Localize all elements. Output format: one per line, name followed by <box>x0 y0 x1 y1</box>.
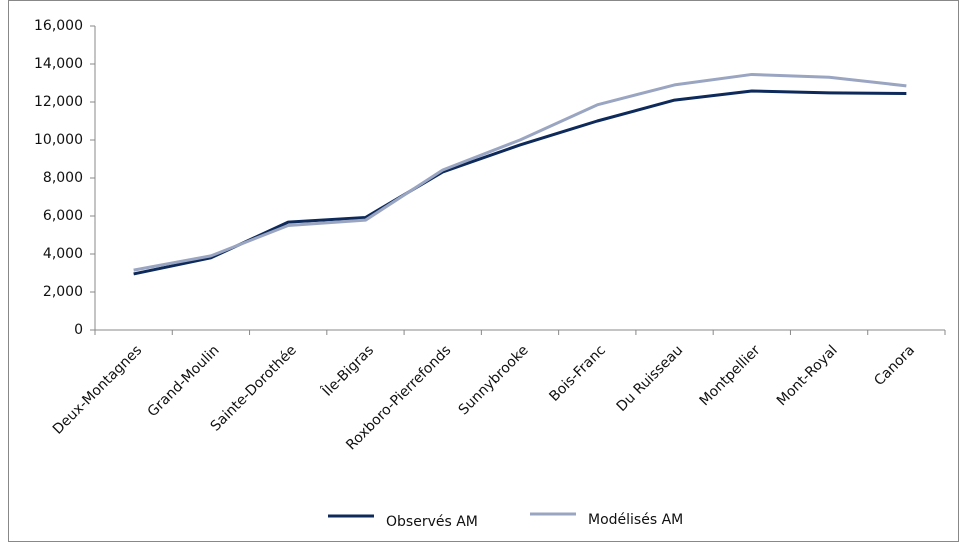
chart-frame <box>8 0 959 542</box>
y-tick-label: 2,000 <box>43 284 83 300</box>
series-line <box>133 89 907 276</box>
y-tick-label: 10,000 <box>34 132 83 148</box>
y-tick-label: 6,000 <box>43 208 83 224</box>
x-tick-label: Sainte-Dorothée <box>208 342 300 434</box>
y-tick-label: 4,000 <box>43 246 83 262</box>
x-tick-label: Montpellier <box>697 342 764 409</box>
series-line <box>133 72 907 272</box>
x-tick-label: Du Ruisseau <box>614 342 687 415</box>
y-tick-label: 8,000 <box>43 170 83 186</box>
x-tick-label: Sunnybrooke <box>456 342 532 418</box>
legend-label: Modélisés AM <box>588 512 683 528</box>
legend-label: Observés AM <box>386 514 478 530</box>
y-tick-label: 14,000 <box>34 56 83 72</box>
x-tick-label: Bois-Franc <box>546 342 608 404</box>
y-tick-label: 16,000 <box>34 18 83 34</box>
x-tick-label: Canora <box>871 342 918 389</box>
x-tick-label: Grand-Moulin <box>145 342 223 420</box>
x-tick-label: Mont-Royal <box>774 342 841 409</box>
x-tick-label: Deux-Montagnes <box>50 342 145 437</box>
x-tick-label: Île-Bigras <box>318 341 378 401</box>
y-tick-label: 12,000 <box>34 94 83 110</box>
y-tick-label: 0 <box>74 322 83 338</box>
